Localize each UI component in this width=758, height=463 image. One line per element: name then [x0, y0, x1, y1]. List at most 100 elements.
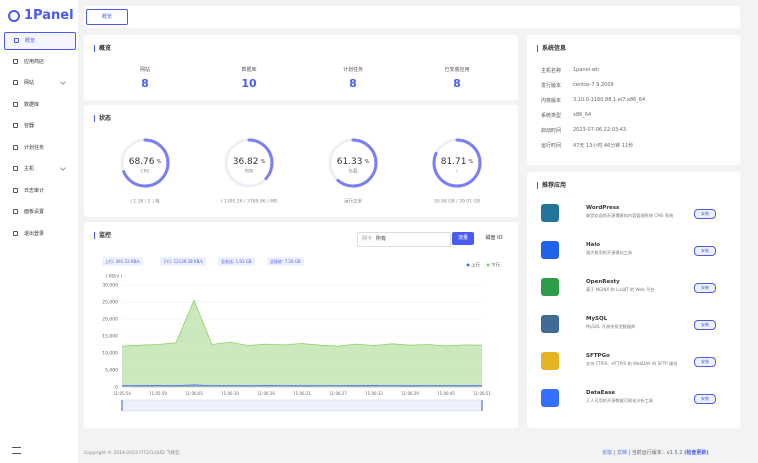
- menu-item[interactable]: 数据库: [4, 97, 74, 113]
- app-icon: [541, 241, 559, 259]
- menu-item[interactable]: 概览: [4, 32, 76, 50]
- install-button[interactable]: 安装: [694, 283, 716, 293]
- info-label: 启动时间: [541, 128, 562, 134]
- gauge-label: CPU: [140, 169, 149, 175]
- menu-label: 网站: [24, 80, 35, 86]
- traffic-chart: ( KB/s ) 0 5,000 10,000 15,000 20,000 25,000 30…: [102, 262, 500, 412]
- disk-io-button[interactable]: 磁盘 IO: [485, 235, 503, 241]
- select-label: 网卡: [362, 236, 373, 242]
- stat-value: 8: [349, 77, 357, 90]
- menu-item[interactable]: 计划任务: [4, 140, 74, 156]
- app-icon: [541, 389, 559, 407]
- x-tick-label: 11:05:59: [149, 391, 167, 396]
- menu-item[interactable]: 容器: [4, 118, 74, 134]
- menu-item[interactable]: 网站: [4, 75, 74, 91]
- app-icon: [541, 204, 559, 222]
- x-tick-label: 11:06:05: [185, 391, 203, 396]
- traffic-button[interactable]: 流量: [452, 232, 474, 245]
- app-name: DataEase: [586, 390, 616, 396]
- gauge-unit: %: [261, 159, 266, 165]
- info-label: 主机名称: [541, 68, 562, 74]
- y-tick-label: 25,000: [102, 300, 118, 306]
- menu-icon: [13, 144, 18, 150]
- x-tick-label: 11:06:10: [221, 391, 239, 396]
- x-tick-label: 11:06:21: [293, 391, 311, 396]
- install-button[interactable]: 安装: [694, 209, 716, 219]
- app-icon: [541, 352, 559, 370]
- stat-tag: 上行: 391.52 KB/s: [102, 257, 143, 266]
- menu-item[interactable]: 应用商店: [4, 54, 74, 70]
- card-title: 概览: [94, 45, 111, 52]
- menu-icon: [13, 123, 18, 128]
- install-button[interactable]: 安装: [694, 357, 716, 367]
- legend-marker: [486, 263, 490, 267]
- info-value: 1panel-wh: [573, 67, 600, 73]
- stat-tag: 总发送: 1.93 GB: [218, 257, 255, 266]
- chevron: [60, 165, 66, 171]
- nic-select[interactable]: 网卡 所有: [357, 232, 451, 247]
- card-title: 监控: [94, 232, 111, 239]
- collapse-button[interactable]: [12, 447, 21, 454]
- menu-label: 主机: [24, 166, 35, 172]
- x-tick-label: 11:06:33: [365, 391, 383, 396]
- check-update[interactable]: (检查更新): [684, 450, 709, 456]
- y-tick-label: 0: [115, 385, 118, 391]
- chevron: [60, 79, 66, 85]
- stat-label: 网站: [139, 67, 150, 73]
- overview-card: 概览 网站 8 数据库 10 计划任务 8 已安装应用 8: [84, 35, 518, 100]
- gauge-value: 36.82%: [233, 157, 266, 167]
- menu-icon: [13, 166, 18, 171]
- card-title: 状态: [94, 115, 111, 122]
- gauge-arc: [224, 138, 274, 188]
- gauge-number: 81.71: [441, 157, 467, 167]
- series-line: [121, 299, 483, 347]
- legend-marker: [466, 263, 470, 267]
- info-value: 2023-07-06 22:03:43: [573, 127, 627, 133]
- menu-label: 应用商店: [24, 58, 45, 65]
- menu-label: 日志审计: [24, 187, 45, 194]
- footer-link[interactable]: 论坛: [602, 450, 613, 456]
- menu-item[interactable]: 面板设置: [4, 204, 74, 220]
- card-title: 推荐应用: [537, 182, 566, 189]
- gauge-label: 内存: [245, 168, 254, 175]
- x-tick-label: 11:06:51: [473, 391, 491, 396]
- gauge-value: 68.76%: [129, 157, 162, 167]
- x-tick-label: 11:06:39: [401, 391, 419, 396]
- app-description: 人人可用的开源数据可视化分析工具: [586, 398, 654, 403]
- gauge-arc: [120, 138, 170, 188]
- menu-label: 容器: [24, 123, 35, 129]
- y-tick-label: 30,000: [102, 283, 118, 289]
- gauge-detail: ( 1.38 / 2 ) 核: [130, 198, 160, 205]
- logo-icon: [8, 10, 20, 22]
- status-card: 状态 68.76% CPU( 1.38 / 2 ) 核 36.82% 内存( 1395…: [84, 105, 518, 217]
- app-name: SFTPGo: [586, 353, 610, 359]
- gauge-detail: 运行正常: [344, 198, 362, 205]
- install-button[interactable]: 安装: [694, 246, 716, 256]
- menu-icon: [13, 58, 18, 64]
- menu-label: 计划任务: [24, 144, 45, 151]
- install-button[interactable]: 安装: [694, 394, 716, 404]
- gauge-number: 61.33: [337, 157, 363, 167]
- footer-link[interactable]: 文档: [616, 450, 627, 456]
- gauge-unit: %: [157, 159, 162, 165]
- menu-icon: [14, 38, 19, 43]
- app-description: 支持 FTP/S、HTTP/S 和 WebDAV 的 SFTP 服务: [586, 361, 678, 366]
- gauges: 68.76 %CPU( 1.38 / 2 ) 核36.82 %内存( 1395.26…: [120, 138, 482, 205]
- menu-label: 数据库: [24, 101, 40, 108]
- menu-item[interactable]: 日志审计: [4, 183, 74, 199]
- x-tick-label: 11:06:27: [329, 391, 347, 396]
- series-line: [121, 384, 483, 387]
- info-value: centos-7.9.2009: [573, 82, 614, 88]
- menu-item[interactable]: 主机: [4, 161, 74, 177]
- tab[interactable]: 概览: [86, 9, 128, 25]
- app-name: MySQL: [586, 316, 608, 322]
- install-button[interactable]: 安装: [694, 320, 716, 330]
- info-label: 运行时间: [541, 143, 562, 149]
- menu-item[interactable]: 退出登录: [4, 226, 74, 242]
- app-description: MySQL 开源关系型数据库: [586, 324, 636, 329]
- gauge-number: 68.76: [129, 157, 155, 167]
- app-description: 最受欢迎的开源博客和内容管理系统 CMS 系统: [586, 213, 674, 218]
- stat-value: 8: [141, 77, 149, 90]
- gauge-unit: %: [469, 159, 474, 165]
